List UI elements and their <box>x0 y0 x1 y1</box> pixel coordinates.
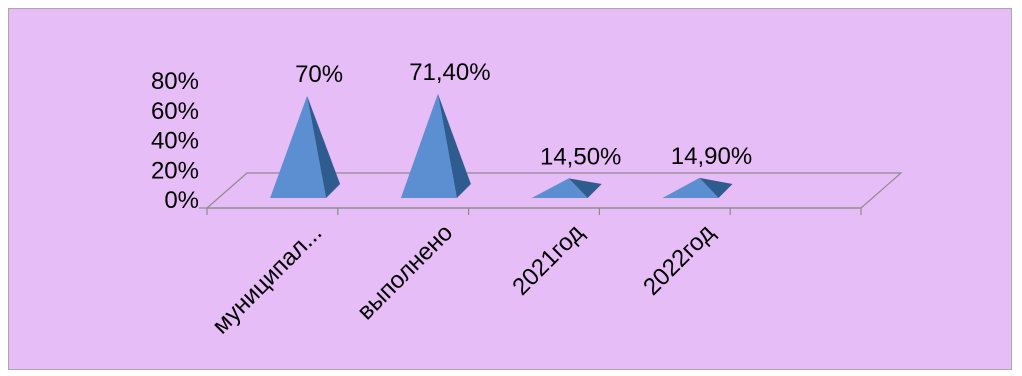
y-tick-label: 80% <box>151 68 199 95</box>
y-tick-label: 0% <box>164 187 199 214</box>
bar-front-face <box>400 93 457 198</box>
category-label: 2022год <box>638 219 720 301</box>
data-label: 70% <box>295 61 343 88</box>
data-label: 14,90% <box>671 143 752 170</box>
bar <box>531 178 602 198</box>
category-label: выполнено <box>352 219 458 325</box>
y-tick-label: 40% <box>151 128 199 155</box>
y-tick-label: 20% <box>151 157 199 184</box>
bar-side-face <box>699 177 733 198</box>
bars <box>270 93 733 198</box>
bar <box>270 95 341 198</box>
y-tick-label: 60% <box>151 98 199 125</box>
bar-front-face <box>270 95 327 198</box>
data-labels: 70% 71,40% 14,50% 14,90% <box>295 59 752 171</box>
bar <box>662 177 733 198</box>
data-label: 71,40% <box>409 59 490 86</box>
category-label: муниципал... <box>207 219 327 339</box>
bar <box>400 93 471 198</box>
bar-side-face <box>437 93 471 198</box>
category-labels: муниципал... выполнено 2021год 2022год <box>207 219 720 339</box>
data-label: 14,50% <box>540 143 621 170</box>
category-label: 2021год <box>507 219 589 301</box>
pyramid-bar-chart: 0% 20%40% 60% 80% 70% 71,40% 14,50% 14,90% мун… <box>151 59 903 339</box>
chart-area: 0% 20% 40% 60% 80% 70% 71,40% 14,50% 14,90% мун… <box>8 8 1012 370</box>
bar-side-face <box>568 178 602 198</box>
bar-front-face <box>662 177 719 198</box>
bar-side-face <box>307 95 341 198</box>
axes <box>199 207 862 215</box>
bar-front-face <box>531 178 588 198</box>
y-axis-tick-labels: 0% 20%40% 60% 80% <box>151 68 199 214</box>
